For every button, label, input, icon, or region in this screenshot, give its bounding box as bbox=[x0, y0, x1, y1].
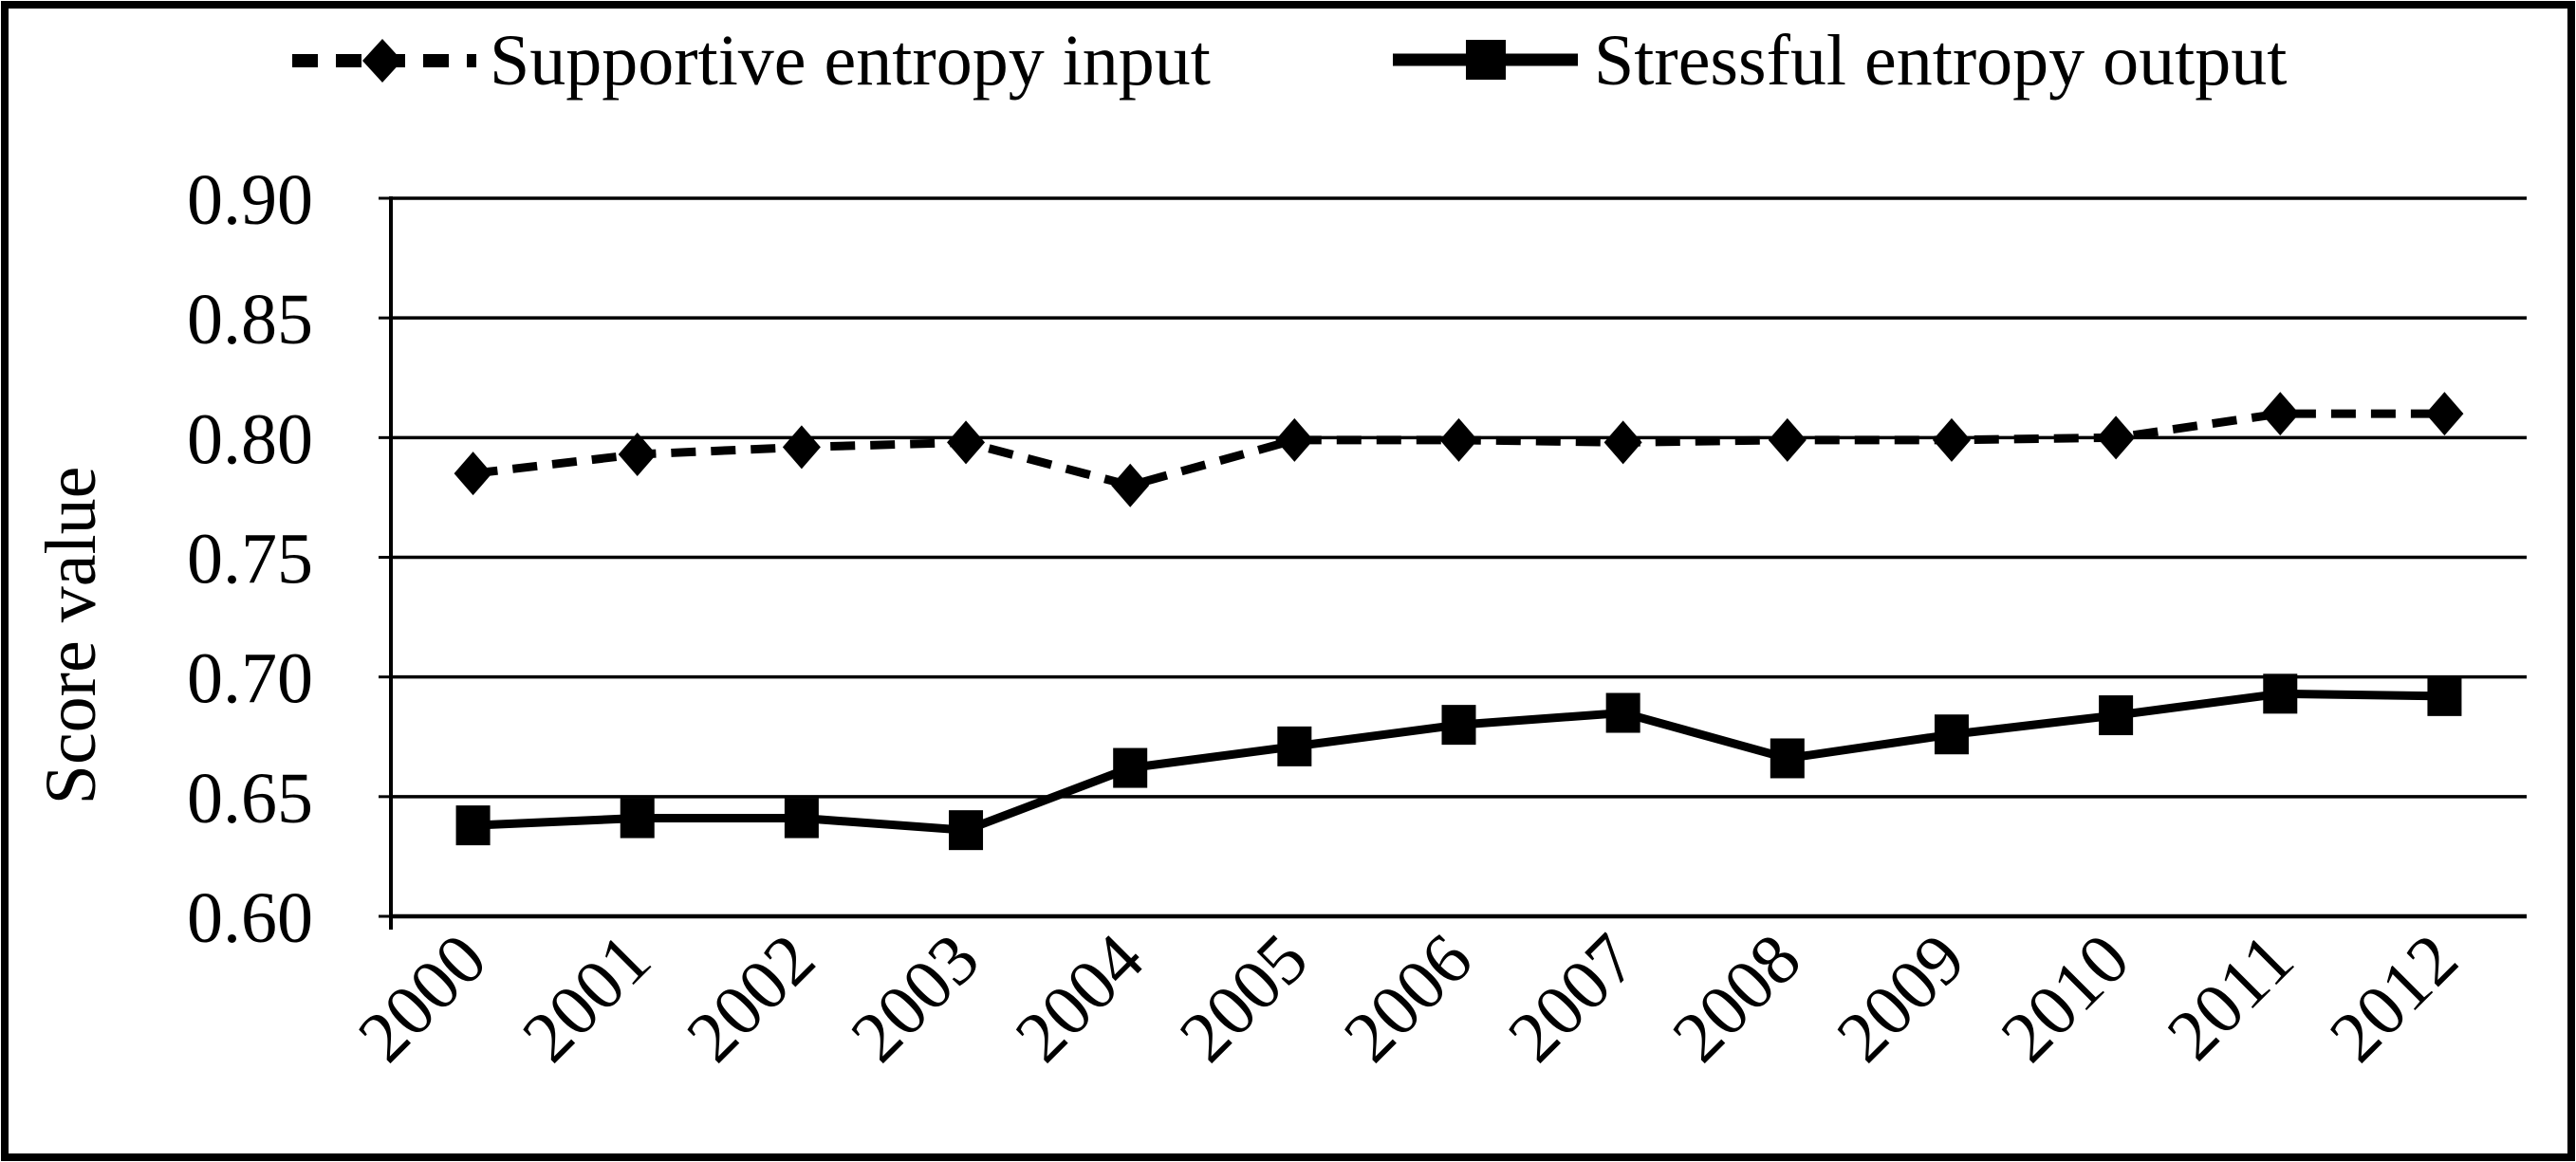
data-point-diamond bbox=[618, 432, 657, 476]
series-markers bbox=[454, 392, 2464, 851]
data-point-square bbox=[2099, 695, 2134, 736]
data-point-diamond bbox=[1603, 420, 1642, 465]
x-tick-label: 2009 bbox=[1822, 919, 1980, 1078]
data-point-diamond bbox=[1111, 463, 1150, 507]
legend-square-icon bbox=[1466, 40, 1506, 80]
data-point-diamond bbox=[1439, 417, 1478, 462]
legend: Supportive entropy input Stressful entro… bbox=[292, 21, 2287, 101]
data-point-diamond bbox=[2097, 415, 2136, 460]
x-tick-label: 2000 bbox=[343, 919, 502, 1078]
y-tick-label: 0.90 bbox=[187, 160, 313, 240]
x-tick-label: 2005 bbox=[1164, 919, 1323, 1078]
x-tick-label: 2011 bbox=[2152, 919, 2308, 1076]
legend-diamond-icon bbox=[362, 39, 402, 83]
data-point-square bbox=[620, 798, 655, 839]
data-point-square bbox=[1605, 692, 1640, 733]
data-point-square bbox=[1770, 738, 1805, 779]
data-point-square bbox=[949, 810, 984, 851]
y-tick-label: 0.60 bbox=[187, 878, 313, 958]
series-lines bbox=[473, 409, 2445, 835]
axes bbox=[379, 196, 393, 930]
y-tick-label: 0.85 bbox=[187, 280, 313, 360]
x-tick-label: 2003 bbox=[836, 919, 994, 1078]
data-point-square bbox=[1277, 726, 1312, 766]
x-tick-label: 2006 bbox=[1329, 919, 1488, 1078]
data-point-diamond bbox=[2425, 392, 2464, 436]
y-tick-label: 0.80 bbox=[187, 399, 313, 479]
data-point-diamond bbox=[782, 425, 821, 470]
data-point-square bbox=[2263, 673, 2298, 714]
x-tick-label: 2001 bbox=[508, 919, 666, 1078]
y-tick-labels: 0.90 0.85 0.80 0.75 0.70 0.65 0.60 bbox=[187, 160, 313, 958]
x-tick-label: 2010 bbox=[1986, 919, 2144, 1078]
data-point-diamond bbox=[947, 420, 986, 465]
x-tick-label: 2002 bbox=[672, 919, 830, 1078]
x-tick-label: 2008 bbox=[1658, 919, 1816, 1078]
data-point-diamond bbox=[2261, 392, 2300, 436]
data-point-diamond bbox=[1275, 417, 1314, 462]
x-tick-label: 2012 bbox=[2315, 919, 2474, 1078]
data-point-square bbox=[2427, 675, 2462, 716]
y-axis-title: Score value bbox=[31, 467, 111, 805]
y-tick-label: 0.75 bbox=[187, 520, 313, 599]
data-point-diamond bbox=[454, 452, 492, 496]
y-tick-label: 0.65 bbox=[187, 759, 313, 839]
data-point-diamond bbox=[1768, 417, 1807, 462]
x-tick-label: 2007 bbox=[1493, 919, 1652, 1078]
data-point-square bbox=[1934, 714, 1969, 755]
legend-item-supportive: Supportive entropy input bbox=[292, 21, 1211, 101]
x-tick-label: 2004 bbox=[1000, 919, 1158, 1078]
gridlines bbox=[391, 196, 2527, 919]
data-point-square bbox=[784, 798, 819, 839]
x-tick-labels: 2000 2001 2002 2003 2004 2005 2006 2007 2008 2009… bbox=[343, 919, 2474, 1078]
legend-label-stressful: Stressful entropy output bbox=[1594, 21, 2287, 101]
data-point-square bbox=[1441, 705, 1476, 746]
y-tick-label: 0.70 bbox=[187, 639, 313, 719]
data-point-diamond bbox=[1932, 417, 1971, 462]
data-point-square bbox=[455, 805, 491, 846]
legend-item-stressful: Stressful entropy output bbox=[1393, 21, 2287, 101]
data-point-square bbox=[1113, 747, 1148, 788]
legend-label-supportive: Supportive entropy input bbox=[490, 21, 1211, 101]
